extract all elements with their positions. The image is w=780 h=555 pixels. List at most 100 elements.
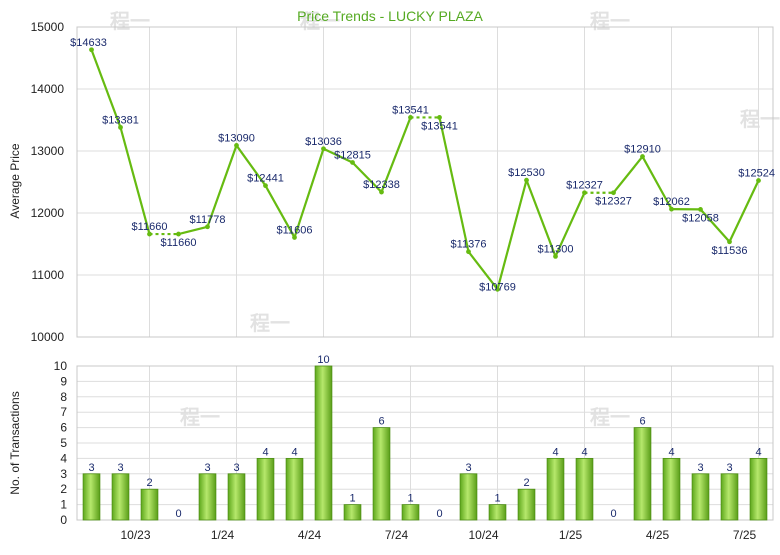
price-value-label: $12441	[247, 173, 284, 185]
watermark-text: 程一	[180, 406, 220, 429]
price-value-label: $11778	[190, 214, 226, 226]
transaction-value-label: 1	[407, 493, 413, 505]
price-line-segment	[498, 180, 527, 289]
transaction-value-label: 1	[494, 493, 500, 505]
transaction-value-label: 2	[146, 477, 152, 489]
transaction-bar	[576, 458, 593, 520]
price-point	[176, 232, 181, 237]
transaction-bar	[460, 474, 477, 520]
transaction-value-label: 3	[204, 462, 210, 474]
transaction-bar	[489, 505, 506, 520]
transaction-bar	[750, 458, 767, 520]
price-value-label: $12524	[738, 168, 775, 180]
price-line-segment	[730, 181, 759, 242]
transactions-y-tick-label: 6	[60, 421, 67, 435]
transaction-bar	[634, 428, 651, 520]
price-point	[611, 190, 616, 195]
transaction-bar	[402, 505, 419, 520]
price-y-tick-label: 13000	[31, 144, 65, 158]
price-y-tick-label: 12000	[31, 206, 65, 220]
x-tick-label: 7/25	[733, 528, 757, 542]
x-tick-label: 4/24	[298, 528, 322, 542]
transaction-value-label: 4	[552, 446, 558, 458]
price-value-label: $13541	[421, 120, 458, 132]
price-panel-border	[77, 27, 773, 337]
transactions-y-tick-label: 1	[60, 498, 67, 512]
transaction-value-label: 3	[465, 462, 471, 474]
price-value-label: $13036	[305, 136, 342, 148]
transaction-value-label: 4	[668, 446, 674, 458]
x-tick-label: 7/24	[385, 528, 409, 542]
transaction-bar	[257, 458, 274, 520]
transaction-value-label: 3	[726, 462, 732, 474]
price-value-label: $12815	[334, 149, 371, 161]
price-value-label: $12338	[363, 179, 400, 191]
transaction-value-label: 0	[175, 508, 181, 520]
transactions-axis-label: No. of Transactions	[8, 391, 22, 494]
transactions-y-tick-label: 10	[54, 359, 68, 373]
transaction-value-label: 4	[262, 446, 268, 458]
transaction-value-label: 10	[317, 354, 329, 366]
price-axis-label: Average Price	[8, 143, 22, 218]
price-line-segment	[121, 127, 150, 234]
x-tick-label: 1/24	[211, 528, 235, 542]
transactions-y-tick-label: 0	[60, 513, 67, 527]
transaction-value-label: 3	[117, 462, 123, 474]
price-value-label: $14633	[70, 37, 107, 49]
transactions-y-tick-label: 5	[60, 436, 67, 450]
transaction-value-label: 6	[639, 416, 645, 428]
price-value-label: $13541	[392, 104, 429, 116]
transaction-bar	[315, 366, 332, 520]
transaction-value-label: 4	[755, 446, 761, 458]
transaction-value-label: 3	[697, 462, 703, 474]
transactions-y-tick-label: 3	[60, 467, 67, 481]
transaction-bar	[663, 458, 680, 520]
price-value-label: $12530	[508, 167, 545, 179]
price-value-label: $12327	[595, 196, 632, 208]
price-value-label: $12910	[624, 144, 661, 156]
price-value-label: $11660	[132, 221, 168, 233]
price-y-tick-label: 11000	[32, 268, 65, 282]
transaction-bar	[692, 474, 709, 520]
price-line-segment	[179, 227, 208, 234]
transaction-bar	[547, 458, 564, 520]
price-point	[437, 115, 442, 120]
watermark-text: 程一	[590, 10, 630, 33]
watermark-text: 程一	[740, 108, 780, 131]
transactions-y-tick-label: 9	[60, 374, 67, 388]
transaction-bar	[518, 489, 535, 520]
price-value-label: $11660	[161, 237, 197, 249]
transaction-value-label: 6	[378, 416, 384, 428]
price-value-label: $11376	[451, 239, 487, 251]
transaction-value-label: 1	[349, 493, 355, 505]
transaction-bar	[228, 474, 245, 520]
price-value-label: $12058	[682, 212, 719, 224]
price-value-label: $11606	[277, 224, 313, 236]
transaction-value-label: 4	[581, 446, 587, 458]
price-y-tick-label: 10000	[31, 330, 65, 344]
transaction-value-label: 3	[233, 462, 239, 474]
transactions-y-tick-label: 4	[60, 451, 67, 465]
line-layer	[89, 47, 761, 291]
transaction-value-label: 4	[291, 446, 297, 458]
price-point	[698, 207, 703, 212]
transaction-bar	[83, 474, 100, 520]
price-value-label: $10769	[479, 281, 516, 293]
transactions-y-tick-label: 2	[60, 482, 67, 496]
x-tick-label: 4/25	[646, 528, 670, 542]
transaction-value-label: 2	[523, 477, 529, 489]
x-tick-label: 10/24	[468, 528, 498, 542]
price-value-label: $11536	[712, 245, 748, 257]
transaction-value-label: 0	[436, 508, 442, 520]
price-value-label: $12327	[566, 180, 603, 192]
watermark-text: 程一	[250, 312, 290, 335]
transactions-y-tick-label: 7	[60, 405, 67, 419]
transaction-bar	[141, 489, 158, 520]
transaction-bar	[286, 458, 303, 520]
transactions-y-tick-label: 8	[60, 390, 67, 404]
price-value-label: $12062	[653, 196, 690, 208]
price-point	[727, 239, 732, 244]
